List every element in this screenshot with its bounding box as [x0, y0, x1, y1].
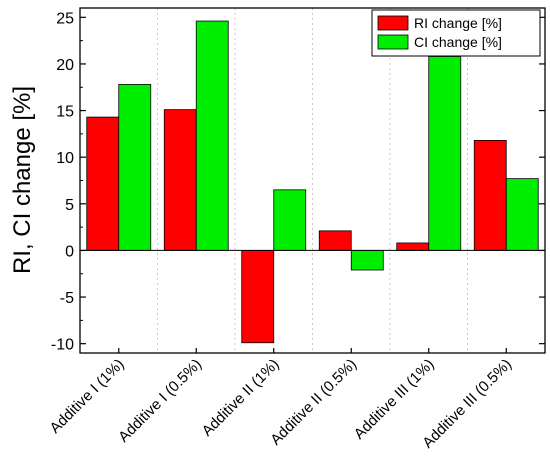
bar-ri-1 — [86, 116, 120, 251]
x-axis-labels: Additive I (1%)Additive I (0.5%)Additive… — [47, 348, 515, 452]
y-tick-label: 10 — [56, 150, 74, 167]
legend-swatch — [377, 34, 409, 50]
bar-ci-3 — [273, 189, 307, 251]
bar-ri-4 — [318, 230, 352, 251]
bar-ci-1 — [118, 84, 152, 251]
bar-ci-4 — [350, 250, 384, 271]
y-tick-label: -10 — [51, 337, 74, 354]
x-category-label: Additive I (1%) — [47, 356, 128, 437]
bar-ci-5 — [428, 56, 462, 251]
y-tick-label: 20 — [56, 57, 74, 74]
y-tick-label: 0 — [65, 243, 74, 260]
bar-ci-6 — [505, 178, 539, 251]
legend-swatch — [377, 15, 409, 31]
legend-label: RI change [%] — [414, 15, 502, 31]
y-tick-label: -5 — [60, 290, 74, 307]
bar-ri-3 — [241, 250, 275, 344]
y-tick-label: 15 — [56, 104, 74, 121]
bar-ri-6 — [473, 140, 507, 251]
legend: RI change [%] CI change [%] — [371, 9, 541, 57]
x-category-label: Additive III (1%) — [351, 356, 438, 443]
y-tick-label: 25 — [56, 10, 74, 27]
bars — [86, 20, 539, 344]
bar-ri-2 — [163, 109, 197, 251]
legend-label: CI change [%] — [414, 34, 502, 50]
x-category-label: Additive I (0.5%) — [115, 356, 205, 446]
y-tick-label: 5 — [65, 197, 74, 214]
y-axis-ticks: -10 -5 0 5 10 15 20 25 — [51, 10, 545, 354]
y-axis-title: RI, CI change [%] — [9, 86, 36, 274]
bar-ci-2 — [195, 20, 229, 251]
bar-ri-5 — [396, 242, 430, 251]
x-category-label: Additive II (1%) — [199, 356, 283, 440]
x-category-label: Additive II (0.5%) — [267, 356, 360, 449]
